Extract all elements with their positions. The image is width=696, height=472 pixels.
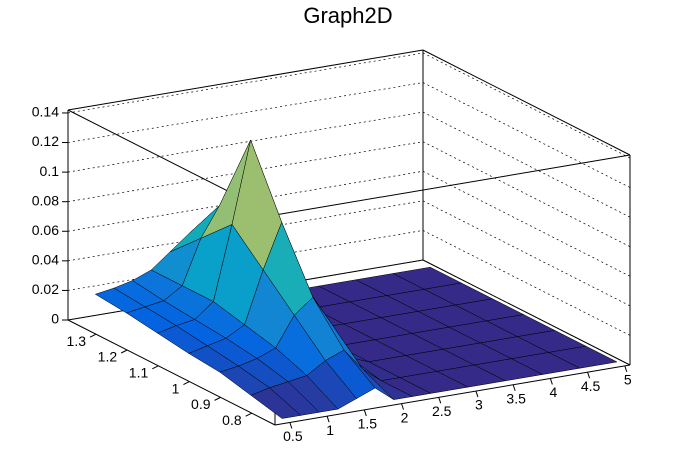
x-tick (438, 397, 442, 404)
box-edge (422, 49, 631, 156)
box-edge (422, 259, 631, 366)
x-tick-label: 2 (401, 409, 409, 425)
x-tick-label: 1.5 (358, 416, 378, 432)
y-tick-label: 1.1 (129, 364, 149, 380)
x-tick (401, 403, 404, 410)
y-tick (214, 396, 221, 401)
x-tick-label: 2.5 (432, 403, 452, 419)
x-tick (475, 390, 479, 398)
box-edge (274, 364, 631, 426)
y-tick (183, 381, 190, 386)
x-tick-label: 1 (326, 422, 334, 438)
z-tick-label: 0 (51, 311, 59, 327)
surface-cell (250, 387, 302, 419)
z-tick-label: 0.14 (32, 104, 59, 120)
z-tick-label: 0.08 (32, 192, 59, 208)
x-tick (624, 365, 628, 373)
y-tick (120, 349, 128, 354)
x-tick-label: 4.5 (581, 378, 601, 394)
x-tick-label: 0.5 (283, 428, 303, 444)
box-edge (67, 319, 276, 426)
y-tick-label: 1.3 (67, 333, 87, 349)
z-tick-label: 0.12 (32, 133, 59, 149)
x-tick-label: 3.5 (506, 390, 526, 406)
y-tick-label: 1 (172, 380, 180, 396)
y-tick (89, 333, 97, 338)
z-tick-label: 0.1 (40, 163, 60, 179)
z-tick-label: 0.02 (32, 281, 59, 297)
x-tick (512, 384, 516, 391)
y-tick-label: 1.2 (98, 349, 118, 365)
x-tick-label: 4 (549, 384, 557, 400)
x-tick (326, 416, 330, 423)
y-tick-label: 0.8 (222, 412, 242, 428)
y-tick-label: 0.9 (191, 396, 211, 412)
x-tick-label: 5 (624, 372, 632, 388)
y-tick (152, 365, 159, 370)
z-tick-label: 0.04 (32, 252, 59, 268)
y-tick (245, 412, 252, 417)
box-edge (67, 49, 424, 111)
x-tick (363, 409, 367, 417)
x-tick (587, 372, 591, 379)
x-tick (289, 422, 293, 429)
chart-title: Graph2D (303, 3, 392, 28)
x-tick (549, 378, 553, 385)
box-edge (274, 154, 631, 216)
z-tick-label: 0.06 (32, 222, 59, 238)
x-tick-label: 3 (475, 397, 483, 413)
